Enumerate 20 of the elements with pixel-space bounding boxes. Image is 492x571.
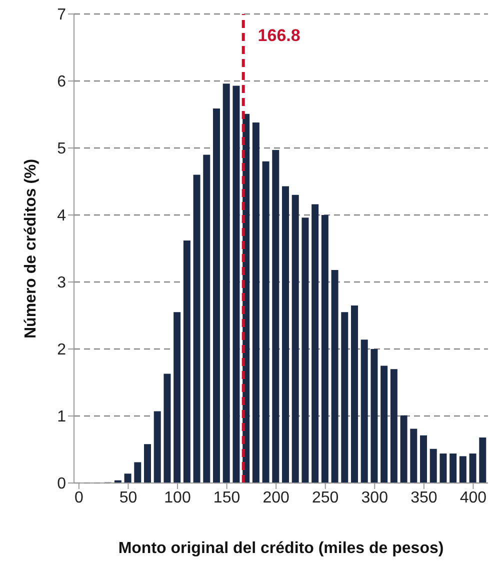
y-tick-label: 2 (57, 342, 66, 359)
x-tick-label: 400 (460, 489, 487, 506)
y-axis-title: Número de créditos (%) (22, 158, 40, 338)
x-tick-label: 200 (262, 489, 290, 506)
y-tick-label: 3 (57, 274, 66, 292)
y-tick-label: 4 (57, 208, 66, 225)
x-tick-label: 350 (410, 489, 438, 506)
x-tick-label: 50 (119, 489, 138, 506)
x-tick-label: 150 (213, 489, 240, 506)
y-tick-label: 0 (57, 476, 66, 493)
x-tick-label: 100 (164, 489, 191, 506)
y-tick-label: 6 (57, 74, 66, 91)
ref-line-label: 166.8 (258, 26, 300, 46)
x-tick-label: 0 (74, 489, 84, 506)
x-tick-label: 300 (361, 489, 388, 506)
y-tick-label: 7 (57, 6, 66, 24)
y-tick-label: 1 (57, 408, 66, 426)
x-axis-title: Monto original del crédito (miles de pesos) (118, 540, 444, 557)
y-tick-label: 5 (57, 140, 66, 158)
x-tick-label: 250 (312, 489, 339, 506)
